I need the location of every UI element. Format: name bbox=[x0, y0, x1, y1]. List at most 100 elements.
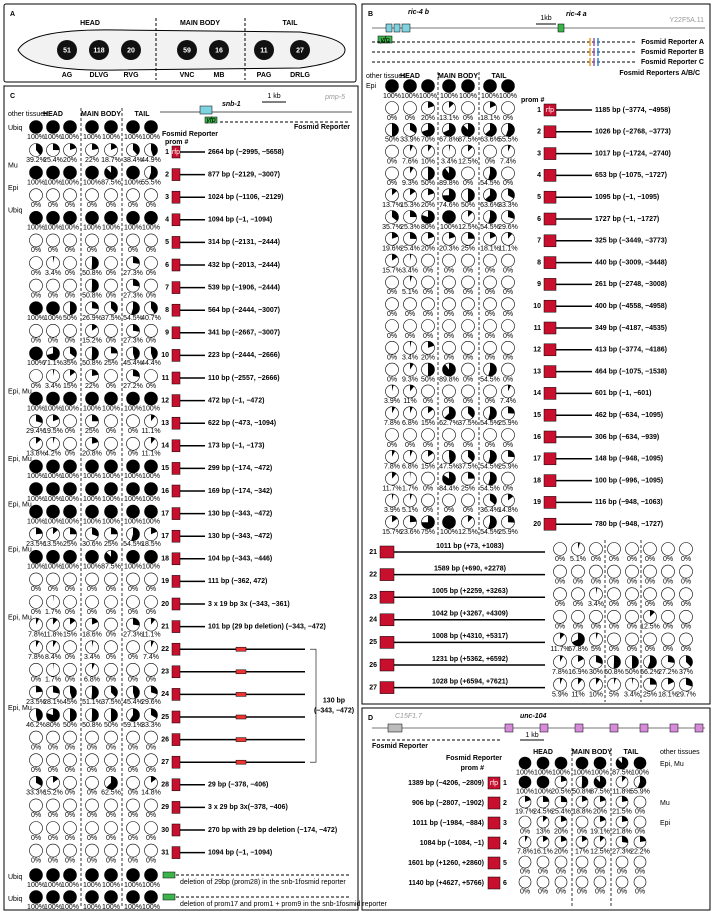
pie-label: 47.5% bbox=[439, 464, 459, 471]
pie-label: 15% bbox=[63, 631, 77, 638]
pie-outline bbox=[625, 609, 639, 624]
pie-slice bbox=[392, 406, 396, 414]
pie-slice bbox=[29, 346, 43, 360]
pie-label: 0% bbox=[591, 624, 601, 631]
pie-outline bbox=[633, 875, 647, 889]
pie-slice bbox=[36, 640, 40, 648]
pie-slice bbox=[46, 890, 60, 904]
pie-label: 0% bbox=[128, 790, 138, 797]
pie-outline bbox=[85, 233, 99, 248]
prom-box bbox=[171, 462, 181, 475]
pie-slice bbox=[85, 211, 99, 225]
construct-label: 1042 bp (+3267, +4309) bbox=[432, 611, 508, 618]
pie-outline bbox=[46, 233, 60, 248]
pie-slice bbox=[126, 505, 140, 519]
pie-slice bbox=[92, 301, 99, 309]
pie-slice bbox=[53, 414, 60, 422]
pie-label: 20% bbox=[63, 157, 77, 164]
pie-slice bbox=[126, 392, 140, 406]
pie-outline bbox=[126, 730, 140, 745]
pie-label: 6.8% bbox=[84, 677, 100, 684]
pie-label: 16.1% bbox=[533, 848, 553, 855]
pie-label: 9.3% bbox=[402, 376, 418, 383]
pie-label: 0% bbox=[387, 333, 397, 340]
pie-label: 100% bbox=[124, 904, 142, 911]
pie-label: 28.1% bbox=[43, 699, 63, 706]
pie-slice bbox=[144, 868, 158, 882]
pie-label: 18.7% bbox=[101, 157, 121, 164]
pie-slice bbox=[151, 776, 157, 783]
pie-label: 67.8% bbox=[568, 646, 588, 653]
prom-box bbox=[487, 796, 501, 810]
pie-label: 0% bbox=[65, 609, 75, 616]
pie-outline bbox=[126, 798, 140, 813]
pie-slice bbox=[36, 527, 43, 535]
pie-outline bbox=[85, 753, 99, 768]
pie-label: 16.9% bbox=[568, 669, 588, 676]
pie-label: 100% bbox=[83, 405, 101, 412]
pie-slice bbox=[63, 890, 77, 904]
pie-label: 100% bbox=[44, 315, 62, 322]
pie-label: 33.3% bbox=[498, 202, 518, 209]
pie-label: 100% bbox=[102, 225, 120, 232]
construct-label: 299 bp (−174, −472) bbox=[208, 465, 272, 472]
pie-label: 100% bbox=[61, 518, 79, 525]
pie-label: 0% bbox=[463, 333, 473, 340]
pie-slice bbox=[501, 79, 515, 93]
pie-label: 0% bbox=[146, 857, 156, 864]
pie-label: 54.5% bbox=[480, 180, 500, 187]
pie-label: 5% bbox=[609, 691, 619, 698]
pie-slice bbox=[410, 254, 412, 261]
pie-slice bbox=[46, 211, 60, 225]
gene-name: unc-104 bbox=[520, 713, 547, 720]
pie-slice bbox=[442, 363, 456, 377]
pie-label: 89.8% bbox=[439, 376, 459, 383]
pie-label: 50% bbox=[104, 722, 118, 729]
binding-site bbox=[235, 737, 247, 742]
pie-slice bbox=[488, 210, 497, 224]
pie-label: 100% bbox=[124, 225, 142, 232]
pie-slice bbox=[392, 493, 394, 501]
pie-label: 0% bbox=[31, 202, 41, 209]
ganglion-count: 118 bbox=[93, 47, 104, 54]
pie-label: 44.4% bbox=[141, 360, 161, 367]
prom-number: 14 bbox=[161, 443, 169, 450]
pie-label: 25% bbox=[104, 360, 118, 367]
pie-label: 20% bbox=[421, 202, 435, 209]
pie-label: 100% bbox=[83, 179, 101, 186]
panel-letter: C bbox=[10, 93, 15, 100]
pie-slice bbox=[613, 655, 621, 669]
pie-label: 7.8% bbox=[552, 669, 568, 676]
pie-slice bbox=[560, 678, 563, 685]
construct-label: 325 bp (−3449, −3773) bbox=[595, 238, 667, 245]
pie-slice bbox=[488, 472, 497, 486]
section-label: HEAD bbox=[533, 749, 553, 756]
prom-box bbox=[487, 856, 501, 870]
pie-label: 0% bbox=[485, 289, 495, 296]
pie-outline bbox=[442, 253, 456, 268]
pie-outline bbox=[85, 572, 99, 587]
pie-label: 20.3% bbox=[439, 246, 459, 253]
pie-label: 100% bbox=[419, 93, 437, 100]
pie-slice bbox=[46, 120, 60, 134]
panel-letter: B bbox=[368, 11, 373, 18]
pie-slice bbox=[92, 143, 99, 150]
prom-number: 26 bbox=[369, 662, 377, 669]
construct-label: 130 bp (−343, −472) bbox=[208, 533, 272, 540]
pie-slice bbox=[46, 868, 60, 882]
pie-outline bbox=[29, 278, 43, 293]
pie-outline bbox=[625, 564, 639, 579]
pie-slice bbox=[543, 796, 549, 802]
pie-slice bbox=[53, 143, 60, 151]
pie-outline bbox=[104, 188, 118, 202]
pie-outline bbox=[421, 297, 435, 312]
pie-label: 0% bbox=[87, 812, 97, 819]
fosmid-label: Fosmid Reporter bbox=[294, 124, 350, 131]
pie-slice bbox=[410, 406, 413, 414]
pie-label: 18.5% bbox=[141, 541, 161, 548]
ganglion-count: 51 bbox=[63, 47, 71, 54]
pie-outline bbox=[518, 855, 532, 869]
pie-slice bbox=[111, 685, 118, 697]
pie-outline bbox=[661, 542, 675, 556]
pie-label: 45% bbox=[63, 699, 77, 706]
